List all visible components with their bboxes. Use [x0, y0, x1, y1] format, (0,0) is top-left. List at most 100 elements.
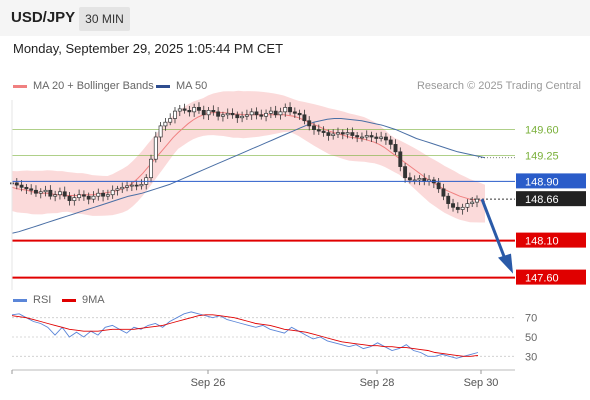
candle-body [115, 188, 120, 191]
candle-body [220, 114, 225, 117]
candle-body [249, 111, 254, 116]
resistance-label: 149.60 [525, 125, 559, 137]
candle-body [48, 189, 53, 197]
timeframe-button[interactable]: 30 MIN [79, 7, 130, 31]
candle-body [388, 139, 393, 145]
last-price-label: 148.66 [525, 194, 559, 206]
symbol-title: USD/JPY [11, 9, 76, 26]
candle-body [149, 158, 153, 179]
support-label-box [516, 269, 586, 285]
candle-body [225, 112, 230, 116]
rsi-ma-label: 9MA [82, 294, 105, 306]
support-label-box [516, 232, 586, 248]
candle-body [163, 121, 168, 127]
last-price-box [516, 191, 586, 207]
ma20-label: MA 20 + Bollinger Bands [33, 80, 154, 92]
rsi-tick-label: 30 [525, 351, 537, 363]
legend-rsi: RSI [13, 294, 51, 306]
candle-body [29, 188, 34, 191]
candle-body [86, 195, 91, 200]
candle-body [211, 110, 216, 113]
candle-body [307, 120, 312, 127]
candle-body [441, 188, 446, 197]
resistance-label: 149.25 [525, 151, 559, 163]
candle-body [407, 177, 412, 181]
candle-body [110, 189, 115, 196]
candle-body [436, 182, 441, 190]
candle-body [359, 136, 364, 139]
candle-body [369, 135, 374, 138]
candle-body [120, 186, 125, 190]
timestamp: Monday, September 29, 2025 1:05:44 PM CE… [13, 41, 284, 56]
rsi-label: RSI [33, 294, 52, 306]
x-axis-label: Sep 30 [464, 377, 499, 389]
candle-body [168, 118, 173, 123]
candle-body [14, 182, 19, 186]
candle-body [475, 198, 479, 203]
candle-body [91, 195, 96, 200]
candle-body [446, 195, 451, 204]
candle-body [244, 114, 249, 117]
legend-ma20: MA 20 + Bollinger Bands [13, 80, 154, 92]
candle-body [230, 112, 235, 116]
candle-body [379, 136, 384, 139]
rsi-ma-line [11, 314, 479, 357]
candle-body [470, 201, 475, 204]
candle-body [451, 203, 455, 208]
candle-body [235, 114, 240, 119]
candle-body [197, 107, 201, 111]
candle-body [173, 110, 177, 119]
candle-body [24, 186, 29, 190]
candle-body [254, 111, 259, 116]
candle-body [201, 110, 206, 116]
candle-body [312, 125, 316, 130]
candle-body [403, 166, 408, 179]
candle-body [297, 112, 302, 116]
candle-body [465, 203, 470, 208]
candle-body [398, 151, 403, 167]
candle-body [331, 133, 336, 136]
candle-body [192, 107, 197, 113]
candle-body [412, 179, 417, 182]
candle-body [187, 110, 192, 113]
candle-body [364, 135, 369, 138]
ma50-line [11, 118, 486, 234]
candle-body [278, 111, 283, 116]
x-axis-label: Sep 28 [360, 377, 395, 389]
candle-body [81, 194, 86, 197]
pivot-label: 148.90 [525, 176, 559, 188]
candle-body [374, 136, 379, 139]
copyright: Research © 2025 Trading Central [416, 80, 581, 92]
candle-body [316, 129, 321, 132]
candle-body [34, 189, 38, 194]
rsi-tick-label: 70 [525, 313, 537, 325]
candle-body [139, 184, 144, 187]
candle-body [288, 107, 292, 113]
candle-body [355, 135, 360, 138]
candle-body [283, 107, 288, 113]
candle-body [455, 206, 460, 210]
candle-body [158, 125, 163, 138]
rsi-tick-label: 50 [525, 332, 537, 344]
candle-body [53, 194, 58, 197]
candle-body [264, 112, 269, 117]
candle-body [259, 114, 264, 117]
candle-body [336, 132, 340, 135]
candle-body [62, 191, 67, 197]
candle-body [134, 184, 139, 187]
candle-body [268, 110, 273, 114]
candle-body [38, 191, 43, 194]
candle-body [101, 192, 106, 197]
candle-body [345, 132, 350, 135]
x-axis-label: Sep 26 [191, 377, 226, 389]
legend-ma50: MA 50 [156, 80, 207, 92]
candle-body [206, 110, 211, 116]
candle-body [326, 132, 331, 136]
candle-body [153, 136, 158, 160]
candle-body [417, 178, 422, 181]
support-label: 148.10 [525, 236, 559, 248]
candle-body [292, 111, 297, 114]
support-label: 147.60 [525, 273, 559, 285]
legend-rsi-ma: 9MA [62, 294, 105, 306]
